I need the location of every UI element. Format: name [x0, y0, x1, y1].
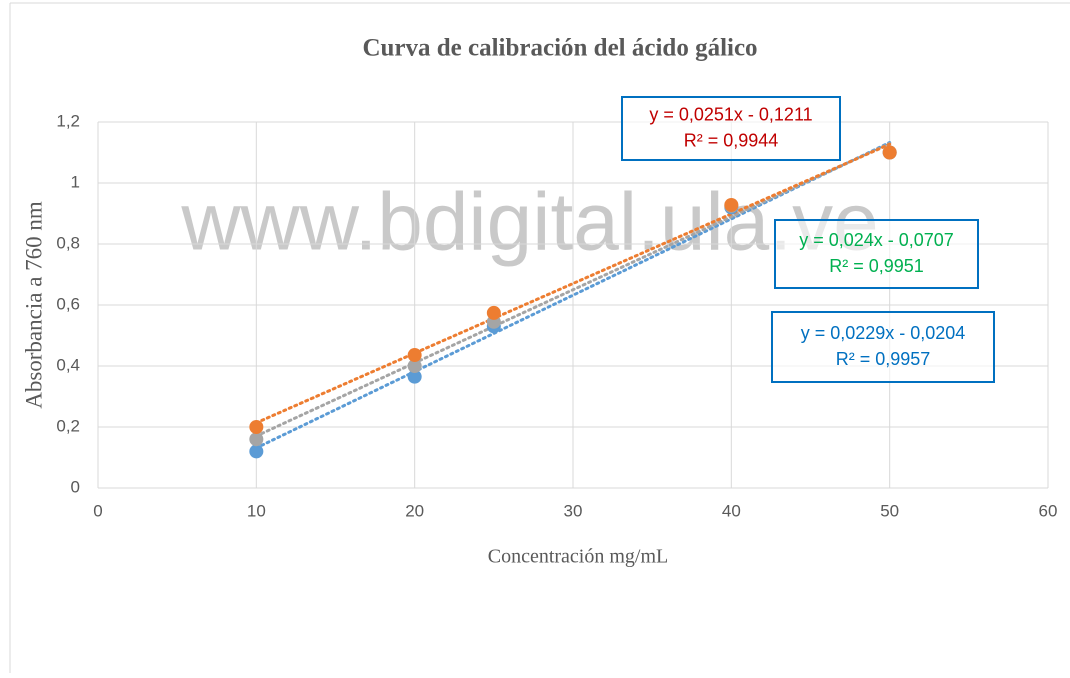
annotation-text: R² = 0,9957: [836, 349, 931, 369]
annotation-text: y = 0,024x - 0,0707: [799, 230, 954, 250]
y-tick-label: 1,2: [56, 111, 80, 130]
y-tick-label: 0,6: [56, 294, 80, 313]
annotation-text: y = 0,0251x - 0,1211: [649, 104, 812, 124]
y-tick-label: 0,4: [56, 355, 80, 374]
point: [249, 432, 264, 447]
y-tick-label: 1: [71, 172, 80, 191]
annotation-box: [774, 219, 979, 289]
annotation-text: y = 0,0229x - 0,0204: [801, 323, 966, 343]
x-tick-label: 40: [722, 501, 741, 520]
point: [407, 359, 422, 373]
point: [407, 369, 422, 384]
x-tick-label: 0: [93, 501, 102, 520]
annotation-text: R² = 0,9951: [829, 256, 924, 276]
x-tick-label: 20: [405, 501, 424, 520]
y-tick-label: 0,2: [56, 416, 80, 435]
trendline: [254, 142, 892, 425]
point: [407, 348, 422, 363]
chart-title: Curva de calibración del ácido gálico: [362, 35, 757, 62]
annotation-text: R² = 0,9944: [684, 130, 779, 150]
x-tick-label: 50: [880, 501, 899, 520]
point: [249, 420, 264, 434]
y-axis-label: Absorbancia a 760 nm: [21, 201, 46, 409]
x-tick-label: 60: [1039, 501, 1058, 520]
watermark: www.bdigital.ula.ve: [180, 177, 878, 268]
trendline: [254, 141, 892, 450]
y-tick-label: 0,8: [56, 233, 80, 252]
point: [486, 305, 501, 320]
annotation-box: [771, 311, 995, 383]
x-tick-label: 30: [564, 501, 583, 520]
point: [249, 444, 264, 459]
x-axis-label: Concentración mg/mL: [488, 546, 669, 568]
point: [882, 145, 897, 160]
annotation-box: [621, 96, 841, 161]
x-tick-label: 10: [247, 501, 266, 520]
y-tick-label: 0: [71, 477, 80, 496]
point: [724, 197, 739, 212]
